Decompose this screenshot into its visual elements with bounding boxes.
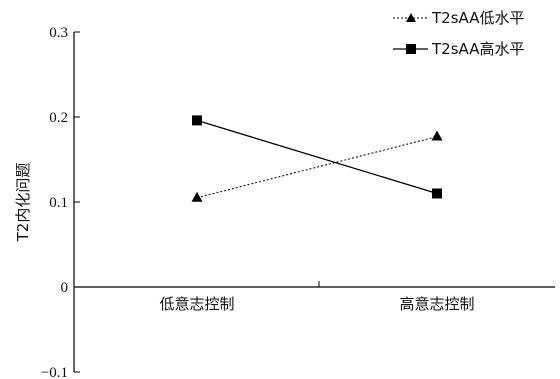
- x-category-label: 高意志控制: [399, 295, 474, 313]
- data-point-square: [192, 115, 202, 125]
- series-line-high: [197, 120, 437, 193]
- x-category-label: 低意志控制: [159, 295, 234, 313]
- y-tick-label: 0.3: [49, 25, 68, 41]
- y-tick-label: −0.1: [41, 365, 68, 379]
- y-tick-label: 0.1: [49, 195, 68, 211]
- data-point-triangle: [432, 131, 443, 141]
- legend-label-low: T2sAA低水平: [431, 9, 524, 27]
- legend-square-icon: [406, 44, 416, 54]
- data-point-square: [432, 189, 442, 199]
- y-tick-label: 0.2: [49, 110, 68, 126]
- y-axis-title: T2内化问题: [14, 163, 32, 243]
- y-tick-label: 0: [61, 280, 69, 296]
- legend-label-high: T2sAA高水平: [431, 40, 524, 58]
- legend: T2sAA低水平 T2sAA高水平: [393, 9, 524, 58]
- series-line-low: [197, 137, 437, 198]
- data-point-triangle: [192, 192, 203, 202]
